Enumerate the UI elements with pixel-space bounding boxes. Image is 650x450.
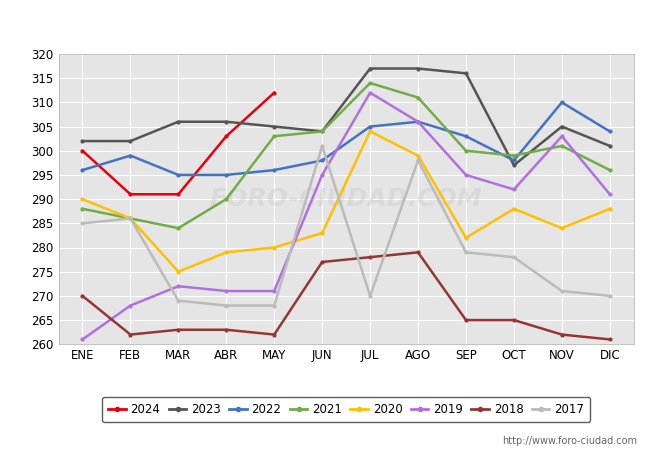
Text: http://www.foro-ciudad.com: http://www.foro-ciudad.com — [502, 436, 637, 446]
Text: Afiliados en Benavent de Segrià a 31/5/2024: Afiliados en Benavent de Segrià a 31/5/2… — [146, 16, 504, 32]
Legend: 2024, 2023, 2022, 2021, 2020, 2019, 2018, 2017: 2024, 2023, 2022, 2021, 2020, 2019, 2018… — [102, 397, 590, 422]
Text: FORO-CIUDAD.COM: FORO-CIUDAD.COM — [210, 187, 482, 211]
